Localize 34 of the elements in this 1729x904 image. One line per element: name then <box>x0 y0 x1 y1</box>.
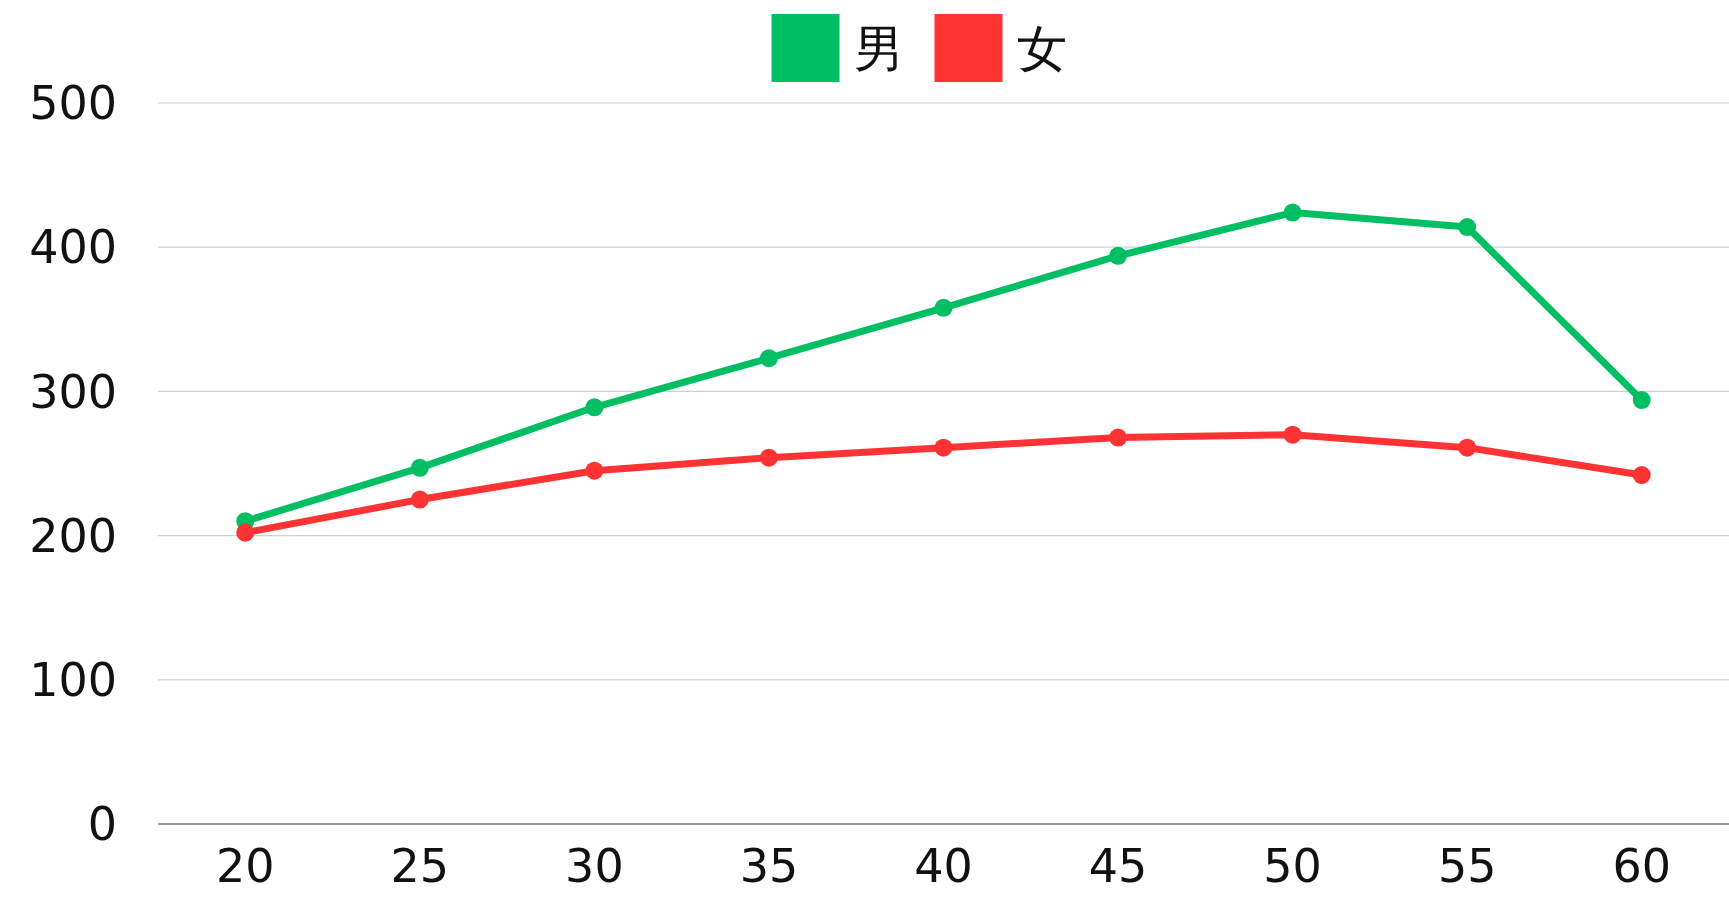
point <box>410 458 429 477</box>
y-tick-label: 300 <box>29 364 117 419</box>
x-tick-label: 45 <box>1088 839 1148 893</box>
point <box>1632 391 1651 410</box>
y-tick-label: 400 <box>29 220 117 275</box>
x-tick-label: 35 <box>739 839 799 893</box>
point <box>585 461 604 480</box>
point <box>1632 466 1651 485</box>
y-tick-label: 500 <box>29 76 117 131</box>
point <box>934 438 953 457</box>
point <box>1458 438 1477 457</box>
point <box>410 490 429 509</box>
x-tick-label: 55 <box>1437 839 1497 893</box>
point <box>1109 246 1128 265</box>
y-tick-label: 0 <box>87 797 117 852</box>
y-tick-label: 200 <box>29 508 117 563</box>
point <box>759 448 778 467</box>
x-tick-label: 60 <box>1612 839 1671 893</box>
point <box>1283 425 1302 444</box>
x-tick-label: 25 <box>390 839 450 893</box>
point <box>1283 203 1302 222</box>
point <box>1458 218 1477 237</box>
point <box>236 523 255 542</box>
y-tick-label: 100 <box>29 652 117 707</box>
point <box>585 398 604 417</box>
point <box>759 349 778 368</box>
legend-label: 男 <box>853 19 904 78</box>
x-tick-label: 50 <box>1263 839 1322 893</box>
x-tick-label: 40 <box>914 839 973 893</box>
x-tick-label: 30 <box>565 839 624 893</box>
x-tick-label: 20 <box>216 839 275 893</box>
legend-label: 女 <box>1016 19 1067 78</box>
point <box>934 298 953 317</box>
point <box>1109 428 1128 447</box>
